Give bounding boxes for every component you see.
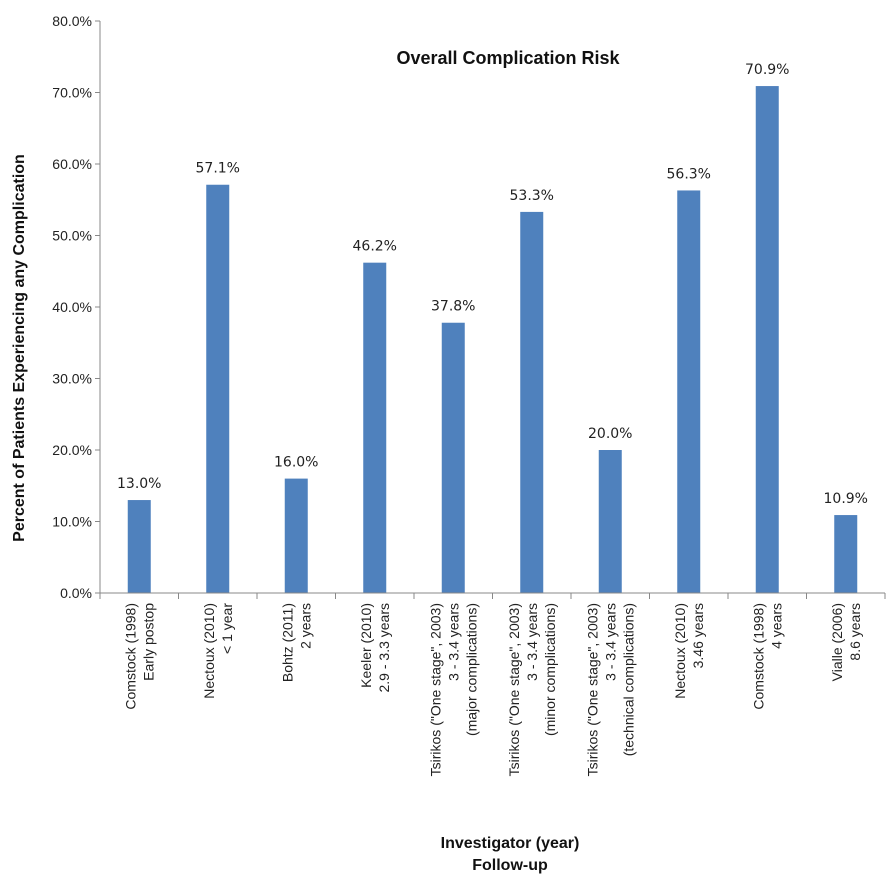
x-tick-label: Comstock (1998) 4 years [750,603,784,710]
bars: 13.0% 57.1% 16.0% 46.2% 37.8% 53.3% 20.0% 56.3%… [117,62,868,594]
y-tick-label: 40.0% [52,299,92,315]
y-axis-title: Percent of Patients Experiencing any Com… [11,154,28,542]
x-tick-label: Tsirikos ("One stage", 2003) 3 - 3.4 year… [584,603,636,776]
y-tick-label: 0.0% [60,585,92,601]
bar [520,211,544,593]
x-tick-label-line: Tsirikos ("One stage", 2003) [427,603,443,776]
x-tick-label: Keeler (2010) 2.9 - 3.3 years [358,603,392,693]
x-tick-label: Nectoux (2010) < 1 year [201,603,235,699]
x-tick-label-line: (major complications) [463,603,479,736]
x-axis: Comstock (1998) Early postop Nectoux (2010… [99,592,886,776]
x-tick-label-line: (minor complications) [542,603,558,736]
y-tick-label: 70.0% [52,85,92,101]
x-tick-label-line: (technical complications) [620,603,636,756]
x-tick-label-line: Comstock (1998) [750,603,766,710]
x-tick-label: Bohtz (2011) 2 years [279,603,313,682]
chart-title: Overall Complication Risk [396,48,620,68]
bar [598,450,622,593]
data-label: 57.1% [196,161,240,177]
x-tick-label-line: 8.6 years [847,603,863,661]
data-label: 13.0% [117,476,161,492]
x-tick-label-line: 3 - 3.4 years [602,603,618,681]
x-tick-label: Tsirikos ("One stage", 2003) 3 - 3.4 year… [427,603,479,776]
bar [284,478,308,593]
x-tick-label: Vialle (2006) 8.6 years [829,603,863,681]
x-tick-label-line: 3 - 3.4 years [445,603,461,681]
x-tick-label-line: 2 years [297,603,313,649]
data-label: 70.9% [745,62,789,78]
bar [206,184,230,594]
x-axis-subtitle: Follow-up [472,857,548,874]
x-tick-label: Tsirikos ("One stage", 2003) 3 - 3.4 year… [506,603,558,776]
x-tick-label-line: 2.9 - 3.3 years [376,603,392,693]
x-tick-label-line: Nectoux (2010) [672,603,688,699]
data-label: 56.3% [667,166,711,182]
bar [755,86,779,593]
x-tick-label-line: Tsirikos ("One stage", 2003) [506,603,522,776]
bar [127,500,151,593]
y-tick-label: 60.0% [52,156,92,172]
x-tick-label-line: Vialle (2006) [829,603,845,681]
x-tick-label-line: 3.46 years [690,603,706,668]
x-tick-label-line: Early postop [140,603,156,681]
x-tick-label-line: Nectoux (2010) [201,603,217,699]
y-tick-label: 80.0% [52,13,92,29]
bar [834,515,858,593]
data-label: 20.0% [588,426,632,442]
data-label: 10.9% [824,491,868,507]
y-tick-label: 30.0% [52,371,92,387]
x-tick-label-line: 4 years [768,603,784,649]
bar [441,322,465,593]
x-tick-label-line: < 1 year [219,603,235,654]
y-tick-label: 20.0% [52,442,92,458]
x-axis-title: Investigator (year) [441,835,580,852]
x-tick-label: Nectoux (2010) 3.46 years [672,603,706,699]
x-tick-label-line: Comstock (1998) [122,603,138,710]
data-label: 46.2% [353,239,397,255]
bar [677,190,701,593]
y-axis: 0.0% 10.0% 20.0% 30.0% 40.0% 50.0% 60.0% 70.0% 8… [52,13,101,601]
x-tick-label-line: Bohtz (2011) [279,603,295,682]
data-label: 16.0% [274,455,318,471]
x-tick-label-line: Keeler (2010) [358,603,374,688]
x-tick-label-line: 3 - 3.4 years [524,603,540,681]
x-tick-label: Comstock (1998) Early postop [122,603,156,710]
data-label: 53.3% [510,188,554,204]
data-label: 37.8% [431,299,475,315]
x-tick-label-line: Tsirikos ("One stage", 2003) [584,603,600,776]
bar [363,262,387,593]
y-tick-label: 10.0% [52,514,92,530]
y-tick-label: 50.0% [52,228,92,244]
